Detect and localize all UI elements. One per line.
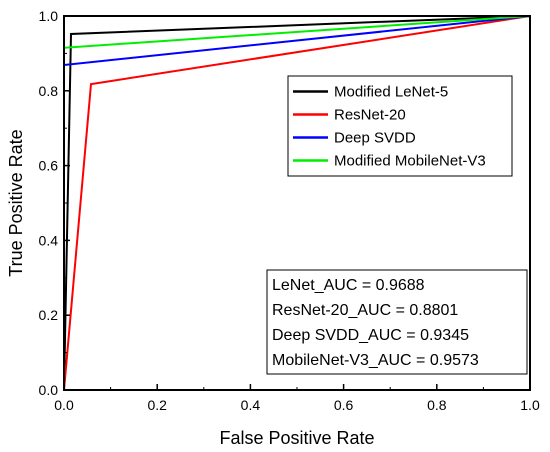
auc-annotation: MobileNet-V3_AUC = 0.9573	[272, 352, 479, 369]
x-tick-label: 0.2	[147, 397, 167, 413]
auc-annotation: Deep SVDD_AUC = 0.9345	[272, 327, 469, 344]
x-tick-label: 0.6	[334, 397, 354, 413]
x-tick-label: 0.0	[54, 397, 74, 413]
legend-label: ResNet-20	[334, 107, 406, 124]
axis-ticks: 0.00.0 0.2 0.2 0.4 0.4 0.6 0.6 0.8 0.8 1.0 1.0	[39, 8, 540, 413]
y-tick-label: 0.4	[39, 232, 59, 248]
legend: Modified LeNet-5 ResNet-20 Deep SVDD Modifi…	[287, 75, 513, 177]
x-tick-label: 0.4	[241, 397, 261, 413]
y-tick-label: 0.0	[39, 382, 59, 398]
y-tick-label: 0.6	[39, 158, 59, 174]
y-tick-label: 0.2	[39, 307, 59, 323]
series-line-0	[63, 15, 531, 391]
auc-box-frame	[266, 269, 528, 375]
y-tick-label: 1.0	[39, 8, 59, 24]
auc-annotation: LeNet_AUC = 0.9688	[272, 277, 425, 294]
legend-label: Deep SVDD	[334, 130, 416, 147]
y-tick-label: 0.8	[39, 83, 59, 99]
legend-label: Modified MobileNet-V3	[334, 153, 486, 170]
auc-annotation: ResNet-20_AUC = 0.8801	[272, 302, 458, 319]
series-line-1	[63, 15, 531, 391]
x-tick-label: 0.8	[427, 397, 447, 413]
x-axis-label: False Positive Rate	[219, 428, 374, 448]
y-axis-label: True Positive Rate	[6, 129, 26, 276]
x-tick-label: 1.0	[520, 397, 540, 413]
legend-label: Modified LeNet-5	[334, 84, 448, 101]
auc-annotation-box: LeNet_AUC = 0.9688 ResNet-20_AUC = 0.8801…	[266, 269, 528, 375]
